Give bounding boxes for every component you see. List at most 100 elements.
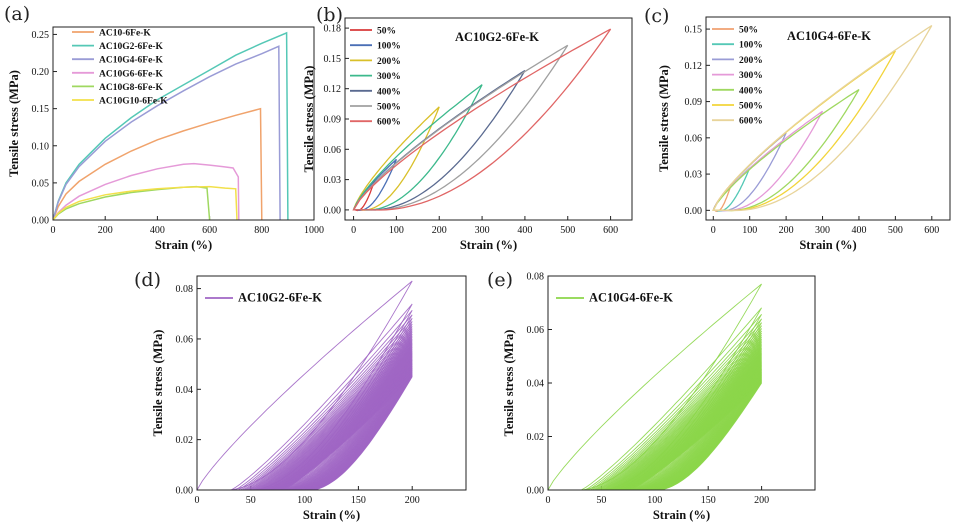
x-tick-label: 150: [351, 495, 366, 506]
cycle-loop: [265, 353, 413, 490]
panel-b: 0 100 200 300 400 500 600 0.00 0.03 0.06 0.09 0.12 0…: [302, 4, 633, 252]
cycle-loop: [264, 351, 413, 490]
y-axis-title: Tensile stress (MPa): [657, 65, 671, 172]
cycle-loop: [261, 348, 413, 490]
x-tick-label: 500: [888, 225, 903, 236]
x-tick-label: 200: [405, 495, 420, 506]
cycle-loop: [263, 350, 413, 490]
y-tick-label: 0.05: [32, 178, 50, 189]
y-tick-label: 0.06: [176, 334, 194, 345]
cycle-loop: [258, 343, 413, 490]
series-line: [53, 45, 281, 220]
y-tick-label: 0.18: [324, 24, 342, 35]
y-axis-title: Tensile stress (MPa): [302, 66, 316, 173]
x-tick-label: 0: [51, 225, 56, 236]
cycle-loop: [602, 341, 762, 490]
y-tick-label: 0.20: [32, 67, 50, 78]
legend-label: 400%: [377, 87, 401, 97]
y-tick-label: 0.25: [32, 30, 50, 41]
plot-area: [197, 280, 413, 490]
x-tick-label: 600: [603, 225, 618, 236]
cycle-loop: [600, 338, 762, 490]
x-tick-label: 0: [195, 495, 200, 506]
panel-c: 0 100 200 300 400 500 600 0.00 0.03 0.06 0.09 0.12 0…: [644, 5, 951, 252]
x-tick-label: 300: [475, 225, 490, 236]
y-tick-label: 0.06: [527, 325, 545, 336]
cycle-loop: [256, 341, 413, 490]
y-tick-label: 0.04: [527, 379, 545, 390]
legend-label: AC10G4-6Fe-K: [589, 291, 673, 305]
x-tick-label: 600: [202, 225, 217, 236]
x-tick-label: 300: [815, 225, 830, 236]
plot-frame: [705, 16, 951, 221]
y-axis-title: Tensile stress (MPa): [7, 70, 21, 177]
cycle-loop: [252, 335, 413, 490]
y-axis-title: Tensile stress (MPa): [502, 330, 516, 437]
x-tick-label: 400: [851, 225, 866, 236]
x-tick-label: 1000: [304, 225, 324, 236]
x-tick-label: 200: [98, 225, 113, 236]
hysteresis-loop: [712, 110, 824, 212]
hysteresis-loop: [352, 106, 440, 211]
series-line: [53, 185, 238, 220]
panel-letter: (c): [644, 5, 669, 27]
cycle-loop: [596, 332, 762, 490]
x-tick-label: 0: [546, 495, 551, 506]
cycle-loop: [247, 328, 413, 490]
y-tick-label: 0.06: [324, 145, 342, 156]
x-tick-label: 150: [701, 495, 716, 506]
y-tick-label: 0.03: [324, 175, 342, 186]
x-tick-label: 400: [150, 225, 165, 236]
y-tick-label: 0.00: [176, 486, 194, 497]
cycle-loop: [259, 345, 413, 490]
y-tick-label: 0.08: [527, 272, 545, 283]
cycle-loop: [604, 344, 762, 490]
cycle-loop: [261, 347, 413, 490]
cycle-loop: [283, 376, 413, 490]
hysteresis-loop: [712, 24, 933, 212]
x-axis-title: Strain (%): [460, 238, 517, 252]
x-tick-label: 0: [351, 225, 356, 236]
legend-label: AC10G2-6Fe-K: [99, 42, 163, 52]
legend-label: 200%: [377, 57, 401, 67]
y-tick-label: 0.12: [685, 61, 703, 72]
legend: AC10G4-6Fe-K: [556, 291, 673, 305]
panel-letter: (d): [134, 269, 161, 291]
cycle-loop: [255, 339, 413, 490]
legend-label: 100%: [377, 42, 401, 52]
x-axis-title: Strain (%): [653, 508, 710, 522]
y-tick-label: 0.09: [324, 115, 342, 126]
x-axis-title: Strain (%): [799, 238, 856, 252]
cycle-loop: [605, 346, 762, 490]
cycle-loop: [612, 356, 762, 490]
cycle-loop: [609, 352, 762, 490]
cycle-loop: [607, 348, 762, 490]
legend-label: 200%: [739, 56, 763, 66]
legend-label: 400%: [739, 86, 763, 96]
cycle-loop: [606, 347, 762, 490]
chart-title: AC10G4-6Fe-K: [787, 29, 871, 43]
x-tick-label: 100: [742, 225, 757, 236]
y-tick-label: 0.08: [176, 284, 194, 295]
series-line: [53, 31, 289, 220]
plot-area: [53, 31, 289, 220]
cycle-loop: [262, 349, 413, 490]
cycle-loop: [254, 338, 413, 490]
y-tick-label: 0.02: [176, 435, 194, 446]
legend-label: AC10G2-6Fe-K: [238, 291, 322, 305]
hysteresis-loop: [352, 44, 569, 211]
cycle-loop: [608, 350, 762, 490]
y-tick-label: 0.00: [32, 216, 50, 227]
y-tick-label: 0.00: [527, 486, 545, 497]
x-tick-label: 50: [596, 495, 606, 506]
cycle-loop: [603, 343, 762, 490]
x-tick-label: 800: [254, 225, 269, 236]
hysteresis-loop: [712, 132, 787, 212]
x-tick-label: 600: [924, 225, 939, 236]
x-tick-label: 200: [754, 495, 769, 506]
legend: AC10G2-6Fe-K: [205, 291, 322, 305]
x-tick-label: 50: [246, 495, 256, 506]
y-axis-title: Tensile stress (MPa): [151, 330, 165, 437]
legend-label: 300%: [377, 72, 401, 82]
